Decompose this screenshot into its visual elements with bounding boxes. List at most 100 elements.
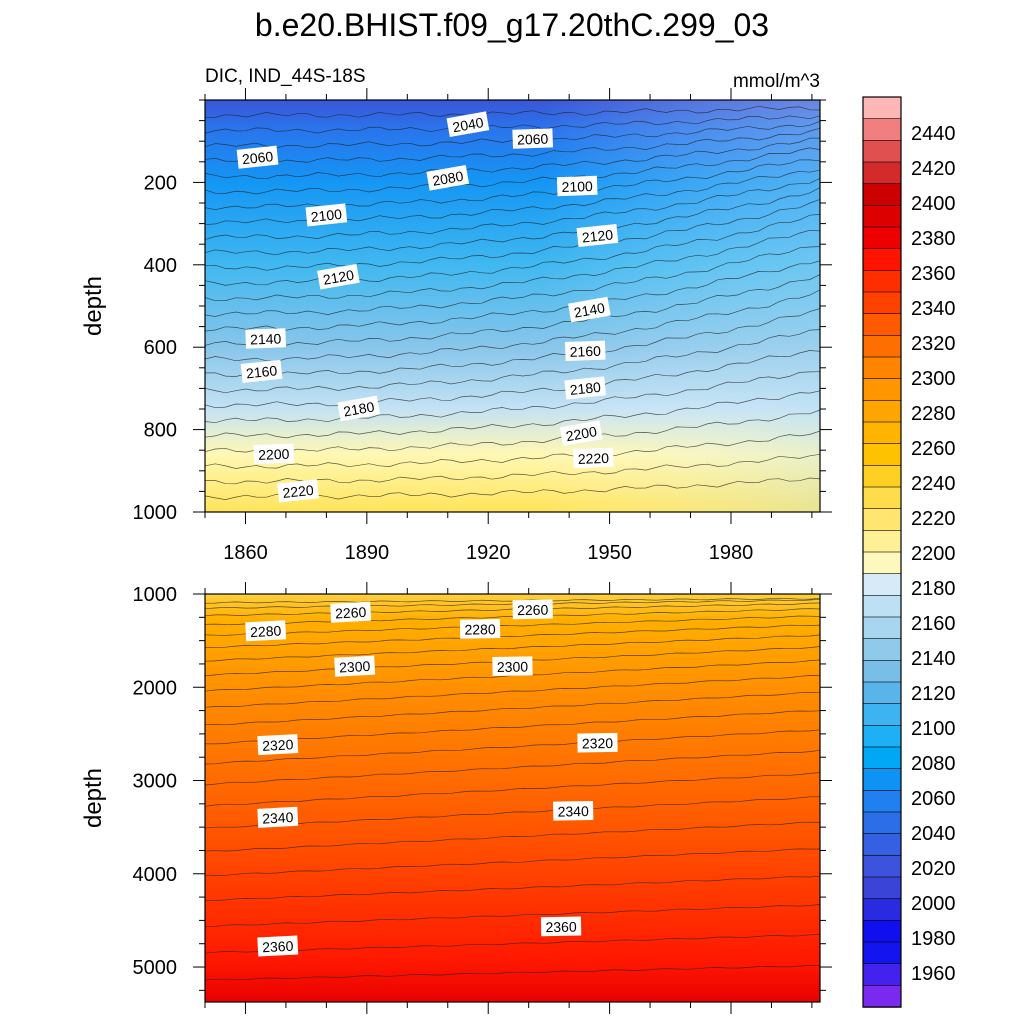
contour-label-text: 2160 [245, 362, 278, 381]
contour-line [205, 105, 820, 119]
colorbar-label: 1980 [911, 928, 956, 950]
contour-line [205, 329, 820, 394]
contour-label-box [459, 619, 501, 639]
colorbar-label: 2280 [911, 403, 956, 425]
contour-label: 2120 [576, 223, 619, 248]
contour-line [205, 597, 820, 604]
contour-label: 2140 [245, 328, 287, 349]
x-tick-label: 1980 [709, 542, 754, 564]
contour-line [205, 308, 820, 378]
lower-y-axis-label: depth [80, 768, 107, 828]
colorbar-swatch [862, 335, 902, 358]
contour-label-box [253, 443, 295, 464]
contour-label-box [573, 447, 614, 469]
colorbar-frame [862, 96, 902, 1008]
contour-label-box [337, 395, 381, 422]
contour-label-text: 2360 [262, 938, 294, 956]
contour-line [205, 608, 820, 625]
colorbar-label: 2220 [911, 508, 956, 530]
upper-y-axis-label: depth [80, 276, 107, 336]
contour-line [205, 409, 820, 454]
contour-label-box [236, 145, 279, 169]
contour-line [205, 615, 820, 636]
contour-label-text: 2260 [517, 602, 549, 619]
contour-line [205, 127, 820, 164]
colorbar-swatch [862, 746, 902, 770]
colorbar-swatch [862, 811, 902, 835]
colorbar: 2440 2420 2400 2380 2360 2340 2320 2300 2280 2260… [862, 96, 956, 1008]
contour-label: 2280 [245, 620, 287, 642]
contour-line [205, 933, 820, 954]
contour-label-text: 2320 [582, 735, 614, 752]
colorbar-swatch [862, 443, 902, 467]
contour-line [205, 749, 820, 786]
contour-line [205, 848, 820, 876]
colorbar-swatch [862, 486, 902, 510]
contour-label: 2060 [236, 145, 279, 169]
colorbar-label: 2140 [911, 648, 956, 670]
y-tick-label: 600 [144, 337, 177, 359]
contour-label: 2360 [257, 935, 299, 957]
colorbar-swatch [862, 985, 902, 1008]
lower-depth-panel: 2260 2260 2280 2280 2300 2300 2320 2320 2340 2340… [80, 582, 832, 1014]
contour-line [205, 260, 820, 332]
x-tick-label: 1950 [587, 542, 632, 564]
contour-label: 2120 [317, 263, 360, 290]
contour-label-box [257, 806, 299, 828]
contour-label-box [330, 601, 372, 623]
y-tick-label: 1000 [133, 502, 178, 524]
contour-label-text: 2320 [262, 736, 294, 754]
contour-line [205, 137, 820, 180]
contour-label-box [305, 203, 348, 227]
contour-label: 2080 [426, 164, 470, 191]
contour-line [205, 350, 820, 409]
colorbar-label: 2420 [911, 158, 956, 180]
x-tick-label: 1920 [466, 542, 511, 564]
colorbar-label: 2160 [911, 613, 956, 635]
colorbar-swatch [862, 941, 902, 965]
colorbar-swatch [862, 508, 902, 532]
contour-label-box [317, 263, 360, 290]
contour-label-box [553, 800, 594, 821]
contour-label: 2180 [337, 395, 381, 422]
colorbar-swatch [862, 313, 902, 337]
colorbar-swatch [862, 356, 902, 380]
colorbar-label: 2340 [911, 298, 956, 320]
colorbar-swatch [862, 681, 902, 705]
colorbar-swatch [862, 703, 902, 727]
colorbar-swatch [862, 270, 902, 293]
colorbar-swatch [862, 963, 902, 987]
colorbar-label: 2000 [911, 893, 956, 915]
contour-label: 2100 [305, 203, 348, 227]
contour-label: 2160 [240, 359, 283, 383]
contour-line [205, 430, 820, 469]
contour-line [205, 246, 820, 317]
colorbar-swatch [862, 790, 902, 813]
colorbar-swatch [862, 876, 902, 900]
upper-contour-labels: 2040 2060 2060 2080 2100 2100 2120 2120 2140 2140… [236, 111, 619, 503]
contour-line [205, 675, 820, 708]
contour-label: 2140 [567, 296, 611, 323]
contour-label: 2200 [253, 443, 295, 464]
contour-label: 2260 [512, 599, 553, 620]
contour-label: 2300 [492, 656, 533, 677]
contour-label-text: 2060 [517, 131, 549, 148]
lower-panel-ticks: 1000 2000 3000 4000 5000 [133, 582, 832, 1014]
contour-line [205, 964, 820, 981]
contour-line [205, 178, 820, 240]
colorbar-swatch [862, 421, 902, 445]
colorbar-label: 2100 [911, 718, 956, 740]
contour-line [205, 229, 820, 302]
contour-label-text: 2180 [569, 379, 602, 398]
contour-label: 2360 [540, 916, 582, 937]
contour-label-text: 2180 [342, 398, 376, 419]
contour-label-text: 2060 [241, 148, 274, 167]
colorbar-label: 2200 [911, 543, 956, 565]
contour-label-box [576, 223, 619, 248]
contour-line [205, 624, 820, 649]
contour-label-text: 2200 [258, 446, 290, 463]
contour-line [205, 120, 820, 149]
contour-label: 2340 [257, 806, 299, 828]
contour-label-text: 2340 [557, 803, 589, 820]
contour-label-box [577, 732, 618, 753]
